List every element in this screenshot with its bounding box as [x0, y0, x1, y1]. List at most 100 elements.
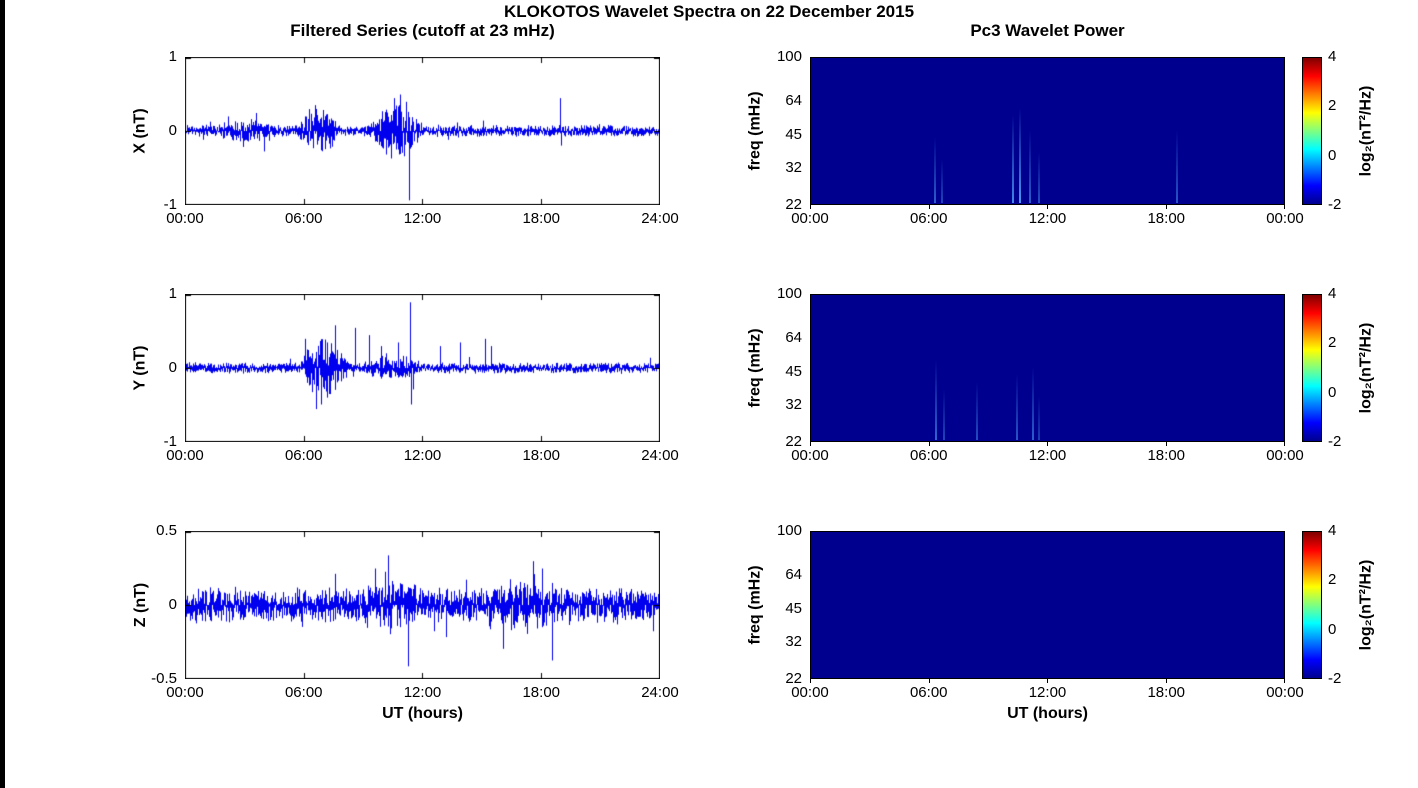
x-tick-label: 24:00 — [641, 447, 679, 464]
power-streak — [935, 359, 938, 440]
freq-tick-label: 64 — [785, 565, 802, 583]
colorbar-tick-label: 2 — [1328, 97, 1337, 115]
y-tick-label: 0 — [168, 596, 177, 613]
freq-tick-label: 45 — [785, 126, 802, 144]
freq-tick-label: 22 — [785, 670, 802, 687]
power-streak — [943, 388, 946, 440]
timeseries-plot-z — [185, 531, 660, 679]
x-tick-label: 06:00 — [284, 210, 323, 227]
power-streak — [941, 159, 944, 203]
spectrogram-panel-x: freq (mHz) log₂(nT²/Hz) 4 2 0 -2 100 64 45 32 2… — [747, 48, 1374, 227]
colorbar-tick-label: 4 — [1328, 48, 1337, 65]
x-tick-label: 18:00 — [522, 447, 561, 464]
x-tick-mark — [810, 442, 811, 446]
x-tick-mark — [810, 679, 811, 683]
colorbar-y: log₂(nT²/Hz) 4 2 0 -2 — [1302, 285, 1374, 450]
colorbar-gradient-x — [1302, 57, 1322, 205]
x-tick-mark — [1047, 205, 1048, 209]
x-tick-label: 00:00 — [1266, 447, 1304, 464]
x-tick-label: 18:00 — [1147, 447, 1186, 464]
colorbar-axis-label-z: log₂(nT²/Hz) — [1357, 559, 1375, 651]
x-tick-label: 06:00 — [909, 210, 948, 227]
power-streak — [1031, 367, 1034, 440]
left-column-title: Filtered Series (cutoff at 23 mHz) — [290, 21, 555, 40]
x-tick-label: 00:00 — [166, 447, 204, 464]
y-tick-label: 0 — [168, 122, 177, 139]
power-streak — [975, 381, 978, 440]
x-tick-label: 18:00 — [1147, 210, 1186, 227]
timeseries-panel-z: Z (nT) 0.5 0 -0.5 00:00 06:00 12:00 18:00 24:00 — [132, 522, 679, 701]
colorbar-tick-label: 0 — [1328, 383, 1337, 401]
freq-tick-label: 100 — [776, 48, 802, 65]
colorbar-tick-label: 0 — [1328, 146, 1337, 164]
x-tick-mark — [1284, 442, 1285, 446]
x-tick-label: 00:00 — [791, 684, 829, 701]
x-tick-label: 06:00 — [909, 684, 948, 701]
power-streak — [1037, 396, 1040, 440]
y-tick-label: 0.5 — [156, 522, 177, 539]
spectrogram-image-x — [810, 57, 1285, 205]
x-tick-label: 00:00 — [166, 684, 204, 701]
power-streak — [1037, 151, 1040, 203]
freq-tick-label: 64 — [785, 91, 802, 109]
colorbar-tick-label: 2 — [1328, 334, 1337, 352]
x-tick-label: 12:00 — [1028, 447, 1067, 464]
y-tick-label: 0 — [168, 359, 177, 376]
colorbar-tick-label: 4 — [1328, 285, 1337, 302]
power-streak — [934, 137, 937, 203]
x-tick-mark — [929, 679, 930, 683]
x-tick-label: 12:00 — [403, 684, 442, 701]
x-tick-label: 18:00 — [1147, 684, 1186, 701]
colorbar-tick-label: -2 — [1328, 433, 1342, 450]
timeseries-panel-y: Y (nT) 1 0 -1 00:00 06:00 12:00 18:00 24:00 — [132, 285, 679, 464]
power-streak — [1028, 130, 1031, 203]
x-tick-label: 06:00 — [284, 684, 323, 701]
colorbar-gradient-y — [1302, 294, 1322, 442]
colorbar-x: log₂(nT²/Hz) 4 2 0 -2 — [1302, 48, 1374, 213]
y-tick-label: -1 — [163, 196, 177, 213]
x-tick-mark — [1166, 442, 1167, 446]
colorbar-gradient-z — [1302, 531, 1322, 679]
x-tick-label: 12:00 — [403, 447, 442, 464]
freq-tick-label: 22 — [785, 433, 802, 450]
freq-tick-label: 32 — [785, 396, 802, 414]
freq-tick-label: 45 — [785, 600, 802, 618]
freq-tick-label: 45 — [785, 363, 802, 381]
x-tick-label: 00:00 — [791, 210, 829, 227]
timeseries-plot-x — [185, 57, 660, 205]
x-tick-label: 24:00 — [641, 210, 679, 227]
x-tick-label: 12:00 — [1028, 684, 1067, 701]
freq-tick-label: 32 — [785, 633, 802, 651]
x-tick-mark — [929, 442, 930, 446]
y-tick-label: 1 — [168, 48, 177, 65]
spectrogram-panel-y: freq (mHz) log₂(nT²/Hz) 4 2 0 -2 100 64 45 32 2… — [747, 285, 1374, 464]
freq-tick-label: 32 — [785, 159, 802, 177]
x-tick-mark — [1166, 679, 1167, 683]
colorbar-tick-label: 2 — [1328, 571, 1337, 589]
x-tick-label: 12:00 — [1028, 210, 1067, 227]
freq-tick-label: 64 — [785, 328, 802, 346]
x-tick-mark — [1166, 205, 1167, 209]
screen-left-edge — [0, 0, 5, 788]
freq-tick-label: 22 — [785, 196, 802, 213]
colorbar-tick-label: -2 — [1328, 196, 1342, 213]
power-streak — [1012, 115, 1015, 203]
power-streak — [1018, 108, 1021, 203]
colorbar-tick-label: 0 — [1328, 620, 1337, 638]
x-tick-mark — [1047, 679, 1048, 683]
y-tick-label: -0.5 — [151, 670, 177, 687]
x-axis-label-left: UT (hours) — [382, 705, 463, 722]
x-tick-mark — [929, 205, 930, 209]
colorbar-axis-label-x: log₂(nT²/Hz) — [1357, 85, 1375, 177]
spectrogram-image-z — [810, 531, 1285, 679]
colorbar-tick-label: -2 — [1328, 670, 1342, 687]
x-tick-mark — [1047, 442, 1048, 446]
x-tick-label: 24:00 — [641, 684, 679, 701]
freq-tick-label: 100 — [776, 522, 802, 539]
x-tick-mark — [810, 205, 811, 209]
power-streak — [1015, 374, 1018, 440]
x-tick-label: 00:00 — [166, 210, 204, 227]
right-column-title: Pc3 Wavelet Power — [970, 21, 1125, 40]
colorbar-z: log₂(nT²/Hz) 4 2 0 -2 — [1302, 522, 1374, 687]
